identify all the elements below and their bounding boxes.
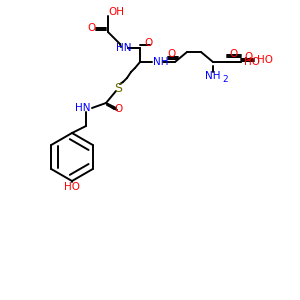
Text: OH: OH [108, 7, 124, 17]
Text: NH: NH [205, 71, 221, 81]
Text: HN: HN [116, 43, 132, 53]
Text: O: O [167, 49, 175, 59]
Text: HN: HN [74, 103, 90, 113]
Text: HO: HO [244, 57, 260, 67]
Text: O: O [229, 49, 237, 59]
Text: HO: HO [64, 182, 80, 192]
Text: NH: NH [153, 57, 169, 67]
Text: O: O [144, 38, 152, 48]
Text: O: O [88, 23, 96, 33]
Text: 2: 2 [222, 74, 228, 83]
Text: O: O [114, 104, 122, 114]
Text: O: O [244, 52, 252, 62]
Text: S: S [114, 82, 122, 94]
Text: HO: HO [257, 55, 273, 65]
